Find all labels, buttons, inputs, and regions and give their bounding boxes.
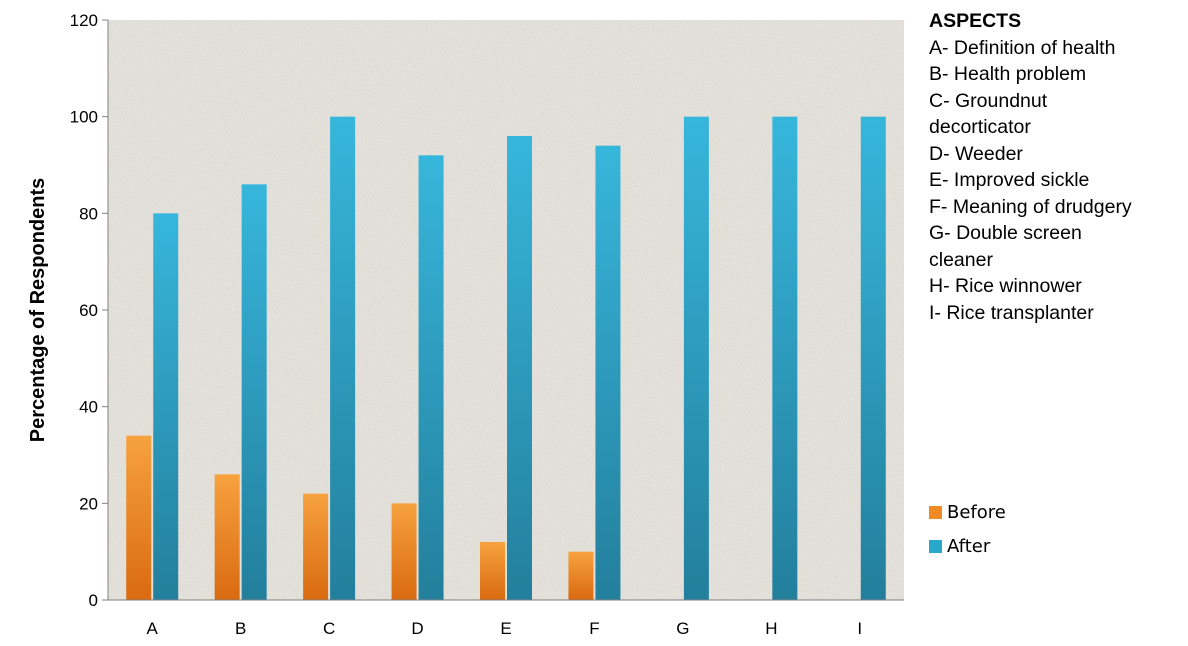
y-tick-label: 120 [70, 11, 98, 30]
bar-after-i [860, 116, 886, 601]
bar-after-d [418, 155, 444, 601]
aspect-line: D- Weeder [929, 142, 1023, 165]
bar-before-a [126, 435, 152, 600]
bar-before-f [568, 551, 594, 600]
x-tick-label: G [676, 619, 689, 638]
aspect-line: I- Rice transplanter [929, 301, 1094, 324]
legend: Before After [929, 500, 1006, 568]
aspects-title: ASPECTS [929, 10, 1022, 32]
bar-after-e [507, 136, 532, 600]
y-tick-label: 60 [79, 301, 98, 320]
x-tick-label: I [857, 619, 862, 638]
y-tick-label: 100 [70, 108, 98, 127]
bar-before-e [480, 542, 505, 600]
x-tick-label: E [500, 619, 511, 638]
legend-swatch [929, 539, 942, 553]
aspect-line: C- Groundnut [929, 89, 1048, 112]
aspect-line: G- Double screen [929, 222, 1082, 244]
bar-chart: 0 20 40 60 80 100 120 A B C D E F G H I Percentage of R… [27, 11, 904, 638]
bar-after-c [330, 116, 356, 601]
bar-before-b [214, 474, 240, 600]
aspect-line: H- Rice winnower [929, 275, 1082, 297]
bar-after-b [241, 184, 267, 601]
x-tick-label: C [323, 619, 335, 638]
bar-after-h [772, 116, 798, 601]
y-tick-label: 0 [89, 591, 98, 610]
legend-label: Before [947, 501, 1006, 523]
legend-label: After [947, 535, 991, 557]
x-tick-label: D [411, 619, 423, 638]
aspects-panel: ASPECTS A- Definition of health B- Health… [929, 8, 1184, 326]
x-tick-label: B [235, 619, 246, 638]
bar-after-f [595, 145, 621, 600]
x-tick-label: F [589, 619, 599, 638]
bar-after-g [683, 116, 709, 601]
legend-item-before: Before [929, 500, 1006, 524]
plot-area [108, 20, 904, 600]
y-axis-label: Percentage of Respondents [27, 178, 49, 443]
legend-item-after: After [929, 534, 1006, 558]
aspect-line: B- Health problem [929, 63, 1087, 85]
aspect-line: cleaner [929, 248, 993, 271]
x-tick-label: A [147, 619, 159, 638]
aspect-line: E- Improved sickle [929, 169, 1090, 191]
bar-after-a [153, 213, 179, 601]
legend-swatch [929, 505, 942, 519]
aspect-line: A- Definition of health [929, 36, 1116, 59]
bar-before-c [303, 493, 329, 600]
aspects-list: A- Definition of health B- Health problem… [929, 35, 1184, 327]
x-tick-label: H [765, 619, 777, 638]
aspect-line: F- Meaning of drudgery [929, 195, 1132, 218]
bar-before-d [391, 503, 417, 600]
y-tick-label: 80 [79, 204, 98, 223]
aspect-line: decorticator [929, 116, 1031, 138]
y-tick-label: 20 [79, 494, 98, 513]
y-tick-label: 40 [79, 398, 98, 417]
